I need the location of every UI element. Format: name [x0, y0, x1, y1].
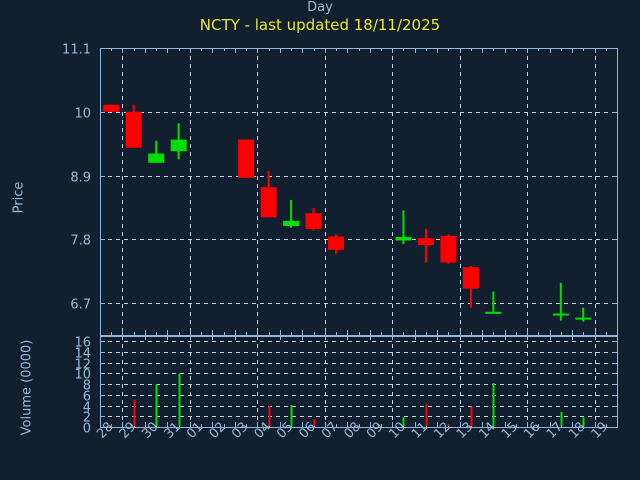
candlestick [552, 282, 569, 321]
svg-text:12: 12 [431, 420, 453, 442]
price-gridlines [100, 48, 617, 335]
svg-text:03: 03 [229, 420, 251, 442]
svg-text:05: 05 [274, 420, 296, 442]
svg-text:28: 28 [94, 420, 116, 442]
svg-text:07: 07 [319, 420, 341, 442]
candlestick [260, 170, 277, 218]
day-tick-labels: 28 29 30 31 01 02 03 04 05 06 07 08 09 10 11 12 13 14 15 16… [94, 420, 611, 442]
svg-text:08: 08 [341, 420, 363, 442]
svg-text:6: 6 [83, 390, 91, 405]
price-plot-frame [100, 48, 618, 336]
volume-gridlines [100, 336, 617, 427]
candlestick [575, 307, 592, 322]
svg-text:09: 09 [364, 420, 386, 442]
volume-bar-series [110, 373, 585, 426]
candlestick [125, 104, 142, 148]
price-tick-labels: 11.1 10 8.9 7.8 6.7 [62, 43, 91, 313]
candlestick [395, 210, 412, 244]
svg-text:8: 8 [83, 379, 91, 394]
day-axis-label: Day [307, 0, 333, 15]
candlestick [103, 104, 120, 112]
candlestick [440, 234, 457, 264]
svg-text:10: 10 [74, 368, 91, 383]
candlestick-series [103, 104, 592, 322]
svg-text:31: 31 [162, 420, 184, 442]
candlestick [148, 140, 165, 163]
chart-title: NCTY - last updated 18/11/2025 [199, 16, 441, 34]
svg-text:16: 16 [74, 336, 91, 351]
svg-text:6.7: 6.7 [70, 298, 91, 313]
candlestick [305, 208, 322, 231]
candlestick [238, 139, 255, 178]
svg-text:13: 13 [454, 420, 476, 442]
svg-text:16: 16 [521, 420, 543, 442]
svg-text:15: 15 [499, 420, 521, 442]
svg-text:12: 12 [74, 358, 91, 373]
svg-text:02: 02 [207, 420, 229, 442]
svg-text:8.9: 8.9 [70, 171, 91, 186]
candlestick [462, 266, 479, 308]
svg-text:4: 4 [83, 401, 91, 416]
svg-text:10: 10 [386, 420, 408, 442]
svg-text:14: 14 [476, 420, 498, 442]
svg-text:29: 29 [117, 420, 139, 442]
candlestick [485, 291, 502, 314]
svg-text:18: 18 [566, 420, 588, 442]
svg-text:2: 2 [83, 411, 91, 426]
candlestick [328, 234, 345, 254]
svg-text:10: 10 [74, 107, 91, 122]
candlestick [170, 123, 187, 160]
candlestick [417, 228, 434, 263]
svg-text:11: 11 [409, 420, 431, 442]
svg-text:19: 19 [589, 420, 611, 442]
svg-text:01: 01 [184, 420, 206, 442]
svg-text:30: 30 [139, 420, 161, 442]
candlestick [283, 199, 300, 228]
svg-text:17: 17 [544, 420, 566, 442]
svg-text:04: 04 [252, 420, 274, 442]
svg-text:11.1: 11.1 [62, 43, 91, 58]
svg-text:0: 0 [83, 422, 91, 437]
svg-text:7.8: 7.8 [70, 234, 91, 249]
volume-plot-frame [100, 336, 618, 428]
svg-text:14: 14 [74, 347, 91, 362]
